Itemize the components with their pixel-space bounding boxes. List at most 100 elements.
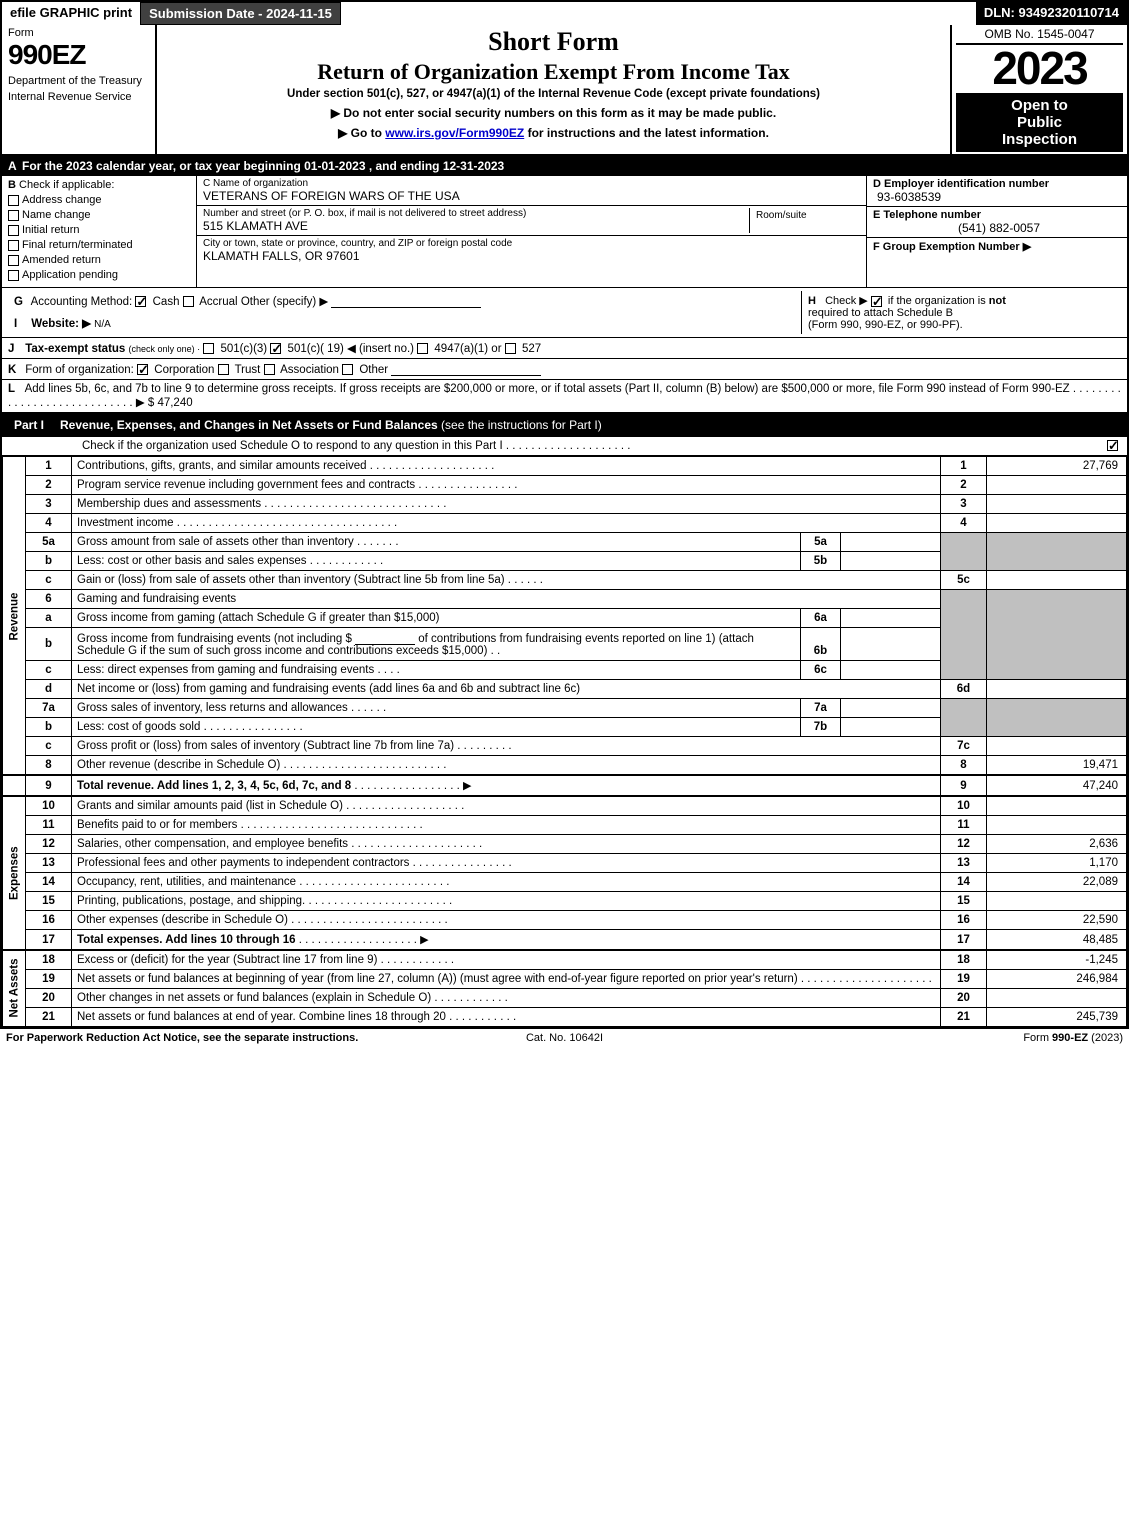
l2-num: 2 — [26, 476, 72, 495]
l8-line: 8 — [941, 756, 987, 776]
l14-line: 14 — [941, 873, 987, 892]
irs-link[interactable]: www.irs.gov/Form990EZ — [385, 126, 524, 140]
part-i-table: Revenue 1 Contributions, gifts, grants, … — [2, 456, 1127, 1027]
l6a-desc: Gross income from gaming (attach Schedul… — [72, 609, 801, 628]
l5c-num: c — [26, 571, 72, 590]
k-other-input[interactable] — [391, 362, 541, 376]
l20-amt — [987, 989, 1127, 1008]
chk-corporation[interactable] — [137, 364, 148, 375]
c-city-value: KLAMATH FALLS, OR 97601 — [203, 249, 860, 263]
i-website: N/A — [94, 319, 111, 330]
l9-desc: Total revenue. Add lines 1, 2, 3, 4, 5c,… — [77, 780, 351, 792]
header-left: Form 990EZ Department of the Treasury In… — [2, 25, 157, 154]
instruction-ssn: ▶ Do not enter social security numbers o… — [165, 106, 942, 120]
l6d-desc: Net income or (loss) from gaming and fun… — [72, 680, 941, 699]
form-990ez-page: efile GRAPHIC print Submission Date - 20… — [0, 0, 1129, 1029]
chk-trust[interactable] — [218, 364, 229, 375]
chk-501c3[interactable] — [203, 343, 214, 354]
row-l: L Add lines 5b, 6c, and 7b to line 9 to … — [2, 380, 1127, 413]
b-c1: Address change — [22, 194, 102, 206]
l5a-num: 5a — [26, 533, 72, 552]
l7b-num: b — [26, 718, 72, 737]
l1-desc: Contributions, gifts, grants, and simila… — [77, 460, 367, 472]
row-a-text: For the 2023 calendar year, or tax year … — [22, 159, 504, 173]
l7c-num: c — [26, 737, 72, 756]
section-c: C Name of organization VETERANS OF FOREI… — [197, 176, 867, 287]
l5c-desc: Gain or (loss) from sale of assets other… — [77, 574, 505, 586]
line-20: 20 Other changes in net assets or fund b… — [3, 989, 1127, 1008]
part-i-checkline: Check if the organization used Schedule … — [2, 437, 1127, 456]
chk-527[interactable] — [505, 343, 516, 354]
c-name-value: VETERANS OF FOREIGN WARS OF THE USA — [203, 189, 860, 203]
line-12: 12 Salaries, other compensation, and emp… — [3, 835, 1127, 854]
page-footer: For Paperwork Reduction Act Notice, see … — [0, 1029, 1129, 1047]
l9-num: 9 — [26, 775, 72, 796]
dept-treasury: Department of the Treasury — [8, 75, 149, 87]
chk-initial-return[interactable] — [8, 225, 19, 236]
chk-not-sched-b[interactable] — [871, 296, 882, 307]
chk-address-change[interactable] — [8, 195, 19, 206]
instr2-post: for instructions and the latest informat… — [524, 126, 769, 140]
chk-name-change[interactable] — [8, 210, 19, 221]
l9-line: 9 — [941, 775, 987, 796]
j-c4: 527 — [522, 343, 541, 355]
open-to-public: Open to Public Inspection — [956, 93, 1123, 152]
chk-other-org[interactable] — [342, 364, 353, 375]
part-i-label: Part I — [8, 416, 50, 434]
line-6d: d Net income or (loss) from gaming and f… — [3, 680, 1127, 699]
row-j: J Tax-exempt status (check only one) · 5… — [2, 338, 1127, 359]
line-9: 9 Total revenue. Add lines 1, 2, 3, 4, 5… — [3, 775, 1127, 796]
l21-line: 21 — [941, 1008, 987, 1027]
chk-final-return[interactable] — [8, 240, 19, 251]
l4-amt — [987, 514, 1127, 533]
l15-desc: Printing, publications, postage, and shi… — [77, 895, 305, 907]
l9-amt: 47,240 — [987, 775, 1127, 796]
l18-amt: -1,245 — [987, 950, 1127, 970]
chk-accrual[interactable] — [183, 296, 194, 307]
chk-cash[interactable] — [135, 296, 146, 307]
l13-amt: 1,170 — [987, 854, 1127, 873]
line-3: 3 Membership dues and assessments . . . … — [3, 495, 1127, 514]
chk-association[interactable] — [264, 364, 275, 375]
chk-schedule-o[interactable] — [1107, 440, 1118, 451]
submission-date: Submission Date - 2024-11-15 — [140, 2, 341, 25]
l13-line: 13 — [941, 854, 987, 873]
l11-amt — [987, 816, 1127, 835]
l17-amt: 48,485 — [987, 930, 1127, 951]
line-4: 4 Investment income . . . . . . . . . . … — [3, 514, 1127, 533]
line-21: 21 Net assets or fund balances at end of… — [3, 1008, 1127, 1027]
b-c6: Application pending — [22, 269, 118, 281]
l10-num: 10 — [26, 796, 72, 816]
g-other-input[interactable] — [331, 294, 481, 308]
l6d-num: d — [26, 680, 72, 699]
f-label: F Group Exemption Number ▶ — [873, 241, 1031, 253]
l19-line: 19 — [941, 970, 987, 989]
l7c-desc: Gross profit or (loss) from sales of inv… — [77, 740, 454, 752]
chk-4947[interactable] — [417, 343, 428, 354]
l3-desc: Membership dues and assessments — [77, 498, 261, 510]
g-label: Accounting Method: — [31, 296, 133, 308]
l20-desc: Other changes in net assets or fund bala… — [77, 992, 431, 1004]
title-return: Return of Organization Exempt From Incom… — [165, 59, 942, 85]
l7a-num: 7a — [26, 699, 72, 718]
l5a-subamt — [841, 533, 941, 552]
header-center: Short Form Return of Organization Exempt… — [157, 25, 952, 154]
chk-application-pending[interactable] — [8, 270, 19, 281]
chk-amended-return[interactable] — [8, 255, 19, 266]
d-ein: 93-6038539 — [877, 190, 941, 204]
title-short-form: Short Form — [165, 27, 942, 57]
l-amount: ▶ $ 47,240 — [136, 397, 193, 409]
l21-num: 21 — [26, 1008, 72, 1027]
chk-501c[interactable] — [270, 343, 281, 354]
line-14: 14 Occupancy, rent, utilities, and maint… — [3, 873, 1127, 892]
l6b-blank[interactable] — [355, 631, 415, 645]
l2-amt — [987, 476, 1127, 495]
l8-desc: Other revenue (describe in Schedule O) — [77, 759, 280, 771]
efile-graphic-print[interactable]: efile GRAPHIC print — [2, 2, 140, 25]
l16-line: 16 — [941, 911, 987, 930]
l5c-amt — [987, 571, 1127, 590]
l16-num: 16 — [26, 911, 72, 930]
l5b-desc: Less: cost or other basis and sales expe… — [77, 555, 307, 567]
l6c-subnum: 6c — [801, 661, 841, 680]
c-room-label: Room/suite — [756, 210, 854, 221]
